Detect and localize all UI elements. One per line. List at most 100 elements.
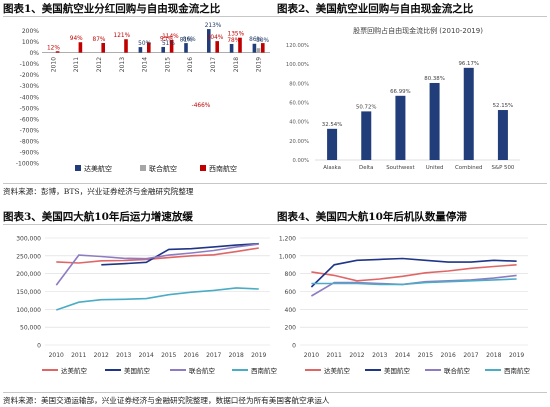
c1-legend-swatch [75, 165, 81, 171]
c1-xtick-label: 2018 [233, 57, 240, 72]
c2-xtick-label: United [426, 165, 444, 171]
source-rule-top [3, 183, 547, 184]
c1-bar [184, 43, 188, 53]
c1-bar [229, 43, 234, 53]
c3-xtick-label: 2015 [161, 352, 176, 359]
header-rule-top [3, 16, 547, 17]
c4-xtick-label: 2011 [327, 352, 342, 359]
c1-ytick-label: -700% [20, 127, 40, 134]
c1-data-label: 94% [70, 36, 83, 42]
c3-xtick-label: 2013 [116, 352, 131, 359]
c3-legend-label: 达美航空 [61, 366, 88, 375]
c3-xtick-label: 2016 [184, 352, 199, 359]
c2-ytick-label: 0.00% [293, 158, 310, 164]
c1-ytick-label: 100% [22, 39, 39, 46]
c1-data-label: 121% [114, 33, 131, 39]
c4-legend-label: 美国航空 [384, 366, 411, 375]
c3-xtick-label: 2011 [71, 352, 86, 359]
c3-ytick-label: 300,000 [16, 236, 41, 243]
c4-xtick-label: 2017 [463, 352, 478, 359]
c1-data-label: 12% [47, 45, 60, 51]
c1-bar [101, 42, 105, 53]
c2-chart-title: 股票回购占自由现金流比例 (2010-2019) [353, 26, 483, 35]
c1-ytick-label: 200% [22, 28, 39, 35]
c1-legend-label: 达美航空 [84, 164, 112, 173]
c1-data-label: 135% [228, 32, 245, 38]
c1-legend-swatch [140, 165, 146, 171]
c4-xtick-label: 2012 [349, 352, 364, 359]
c1-ytick-label: -400% [20, 94, 40, 101]
c2-ytick-label: 120.00% [286, 43, 309, 49]
c3-ytick-label: 0 [37, 343, 41, 350]
c4-series-line [311, 278, 517, 286]
c4-xtick-label: 2010 [304, 352, 319, 359]
c1-bar [169, 40, 174, 53]
c2-data-label: 52.15% [493, 103, 514, 109]
c1-bar [147, 42, 151, 53]
c1-ytick-label: -1000% [16, 161, 39, 168]
c2-bar [395, 95, 406, 160]
c4-ytick-label: 600 [285, 289, 297, 296]
c3-xtick-label: 2019 [251, 352, 266, 359]
c1-data-label: 86% [249, 37, 262, 43]
c1-ytick-label: -100% [20, 61, 40, 68]
c1-ytick-label: -800% [20, 138, 40, 145]
c2-bar [429, 82, 440, 160]
c1-bar [78, 42, 83, 53]
c3-legend-label: 美国航空 [124, 366, 151, 375]
c2-data-label: 66.99% [390, 89, 411, 95]
c2-bar [361, 111, 372, 160]
c4-series-line [310, 274, 517, 297]
source-note-top: 资料来源：彭博，BTS，兴业证券经济与金融研究院整理 [3, 187, 194, 196]
c1-data-label: 86% [183, 37, 196, 43]
c1-xtick-label: 2017 [210, 57, 217, 72]
c1-xtick-label: 2012 [96, 57, 103, 72]
c3-xtick-label: 2018 [229, 352, 244, 359]
c3-series-line [56, 287, 259, 311]
c4-series-line [310, 257, 517, 288]
c4-xtick-label: 2016 [441, 352, 456, 359]
c3-ytick-label: 250,000 [16, 253, 41, 260]
c4-ytick-label: 1,000 [279, 253, 296, 260]
c2-ytick-label: 40.00% [289, 120, 309, 126]
c4-ytick-label: 200 [285, 325, 297, 332]
c1-bar [124, 39, 128, 53]
c4-legend-label: 联合航空 [444, 366, 471, 375]
c1-data-label: 114% [162, 34, 179, 40]
c2-xtick-label: Southwest [386, 165, 414, 171]
c1-legend-label: 西南航空 [209, 164, 237, 173]
c4-series-line [311, 264, 517, 282]
c2-data-label: 80.38% [424, 76, 445, 82]
c3-series-line [55, 243, 259, 286]
figure-3-header: 图表3、美国四大航10年后运力增速放缓 [3, 211, 193, 223]
c4-ytick-label: 400 [285, 307, 297, 314]
c1-legend-swatch [200, 165, 206, 171]
c1-data-label: 78% [227, 38, 240, 44]
c1-xtick-label: 2010 [50, 57, 57, 72]
c1-data-label: 51% [162, 41, 175, 47]
c2-xtick-label: Combined [455, 165, 482, 171]
c1-data-label: 87% [93, 37, 106, 43]
c2-xtick-label: S&P 500 [491, 165, 514, 171]
c1-data-label: -466% [192, 103, 211, 109]
c2-data-label: 32.54% [322, 122, 343, 128]
c1-xtick-label: 2015 [164, 57, 171, 72]
c3-ytick-label: 200,000 [16, 271, 41, 278]
c4-ytick-label: 800 [285, 271, 297, 278]
figure-1-header: 图表1、美国航空业分红回购与自由现金流之比 [3, 3, 221, 15]
c4-xtick-label: 2019 [509, 352, 524, 359]
c1-ytick-label: -300% [20, 83, 40, 90]
c2-bar [497, 110, 508, 160]
c4-xtick-label: 2013 [372, 352, 387, 359]
source-rule-bottom [3, 392, 547, 393]
c2-ytick-label: 100.00% [286, 62, 309, 68]
c3-series-line [56, 247, 259, 264]
c1-xtick-label: 2019 [256, 57, 263, 72]
c3-xtick-label: 2010 [49, 352, 64, 359]
c1-xtick-label: 2016 [187, 57, 194, 72]
c4-ytick-label: 0 [292, 343, 296, 350]
c2-ytick-label: 80.00% [289, 81, 309, 87]
c1-data-label: 213% [205, 23, 222, 29]
c4-xtick-label: 2018 [486, 352, 501, 359]
